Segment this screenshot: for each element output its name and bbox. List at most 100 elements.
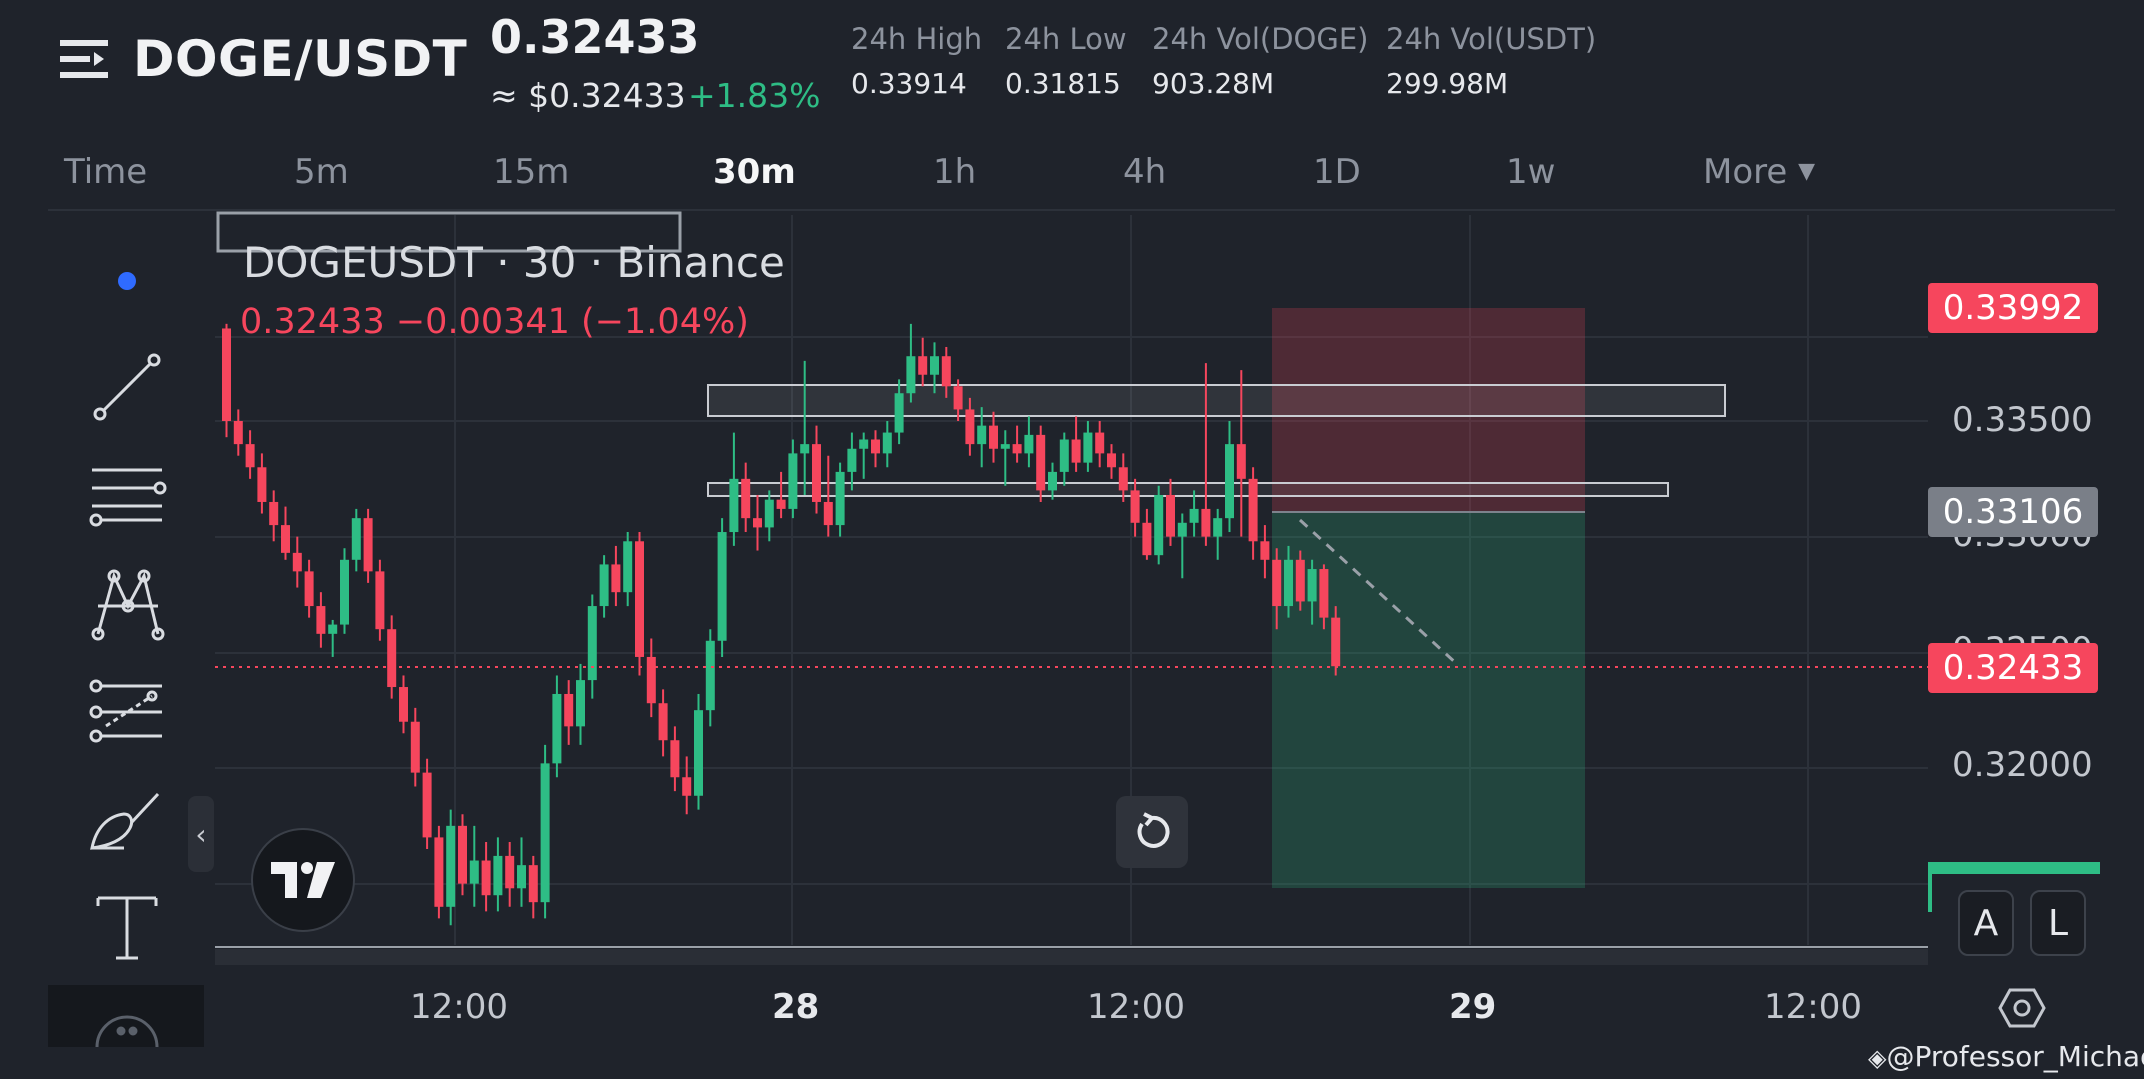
candle-body xyxy=(871,439,880,454)
time-axis-tick: 12:00 xyxy=(410,987,508,1027)
candle-body xyxy=(1189,508,1199,523)
candle-body xyxy=(587,606,597,681)
log-scale-button[interactable]: L xyxy=(2030,890,2086,956)
chevron-left-icon: ‹ xyxy=(195,817,207,851)
candle-body xyxy=(1319,569,1329,618)
candle-body xyxy=(540,763,550,903)
candle-body xyxy=(1048,471,1057,491)
settings-icon[interactable] xyxy=(1998,984,2046,1032)
reset-icon xyxy=(1137,812,1170,848)
candle-body xyxy=(281,525,290,553)
take-profit-zone xyxy=(1272,512,1585,888)
candle-body xyxy=(387,629,397,688)
binance-square-icon: ◈ xyxy=(1868,1044,1887,1072)
stat-label-vol-usdt: 24h Vol(USDT) xyxy=(1386,22,1597,56)
candle-body xyxy=(989,425,998,449)
candle-body xyxy=(835,471,845,526)
candle-body xyxy=(977,425,987,445)
chevron-down-icon: ▼ xyxy=(1798,159,1816,184)
cursor-dot-icon[interactable] xyxy=(86,240,168,322)
candle-body xyxy=(859,439,869,449)
candle-body xyxy=(1201,508,1211,537)
pattern-icon[interactable] xyxy=(86,562,168,644)
tradingview-logo-icon xyxy=(271,862,335,898)
last-price: 0.32433 xyxy=(490,10,700,64)
more-tools-icon[interactable] xyxy=(94,998,160,1047)
candle-body xyxy=(564,693,574,727)
stat-label-low: 24h Low xyxy=(1005,22,1127,56)
candle-body xyxy=(1272,559,1282,607)
interval-time[interactable]: Time xyxy=(64,152,148,192)
stop-price-label: 0.33992 xyxy=(1928,283,2098,333)
candle-body xyxy=(953,386,963,410)
candle-body xyxy=(1295,559,1305,602)
legend-frame xyxy=(216,211,682,253)
interval-4h[interactable]: 4h xyxy=(1123,152,1167,192)
candle-body xyxy=(930,356,939,375)
change-percent: +1.83% xyxy=(688,76,821,115)
price-axis-tick: 0.33500 xyxy=(1952,400,2093,440)
candle-body xyxy=(1083,432,1093,463)
time-scrollbar xyxy=(215,949,1928,965)
interval-more[interactable]: More ▼ xyxy=(1703,152,1815,192)
candle-body xyxy=(528,865,538,903)
candle-body xyxy=(1024,434,1034,454)
trend-line-icon[interactable] xyxy=(86,346,168,428)
stat-value-high: 0.33914 xyxy=(851,67,967,100)
stat-label-vol-doge: 24h Vol(DOGE) xyxy=(1152,22,1369,56)
toolbar-collapse-button[interactable]: ‹ xyxy=(188,796,214,872)
interval-1d[interactable]: 1D xyxy=(1313,152,1361,192)
candle-body xyxy=(1012,444,1022,454)
candle-body xyxy=(599,564,609,607)
time-axis-tick: 12:00 xyxy=(1087,987,1185,1027)
tradingview-logo[interactable] xyxy=(251,828,355,932)
candle-body xyxy=(410,721,420,773)
candle-body xyxy=(1307,569,1317,602)
volume-indicator-edge xyxy=(1928,862,1932,912)
fib-channel-icon[interactable] xyxy=(86,670,168,752)
candle-body xyxy=(434,837,444,907)
candle-body xyxy=(965,409,975,445)
pair-title[interactable]: DOGE/USDT xyxy=(133,30,468,88)
candle-body xyxy=(316,606,326,634)
horizontal-lines-icon[interactable] xyxy=(86,454,168,536)
interval-1w[interactable]: 1w xyxy=(1506,152,1556,192)
candle-body xyxy=(351,518,361,560)
reset-chart-button[interactable] xyxy=(1116,796,1188,868)
candle-body xyxy=(812,444,821,502)
text-tool-icon[interactable] xyxy=(86,886,168,968)
candle-body xyxy=(245,444,255,468)
interval-30m[interactable]: 30m xyxy=(713,152,796,192)
candle-body xyxy=(918,356,928,375)
time-axis-tick: 29 xyxy=(1449,987,1497,1027)
auto-scale-button[interactable]: A xyxy=(1958,890,2014,956)
candle-body xyxy=(1142,522,1152,556)
candle-body xyxy=(646,656,656,704)
candle-body xyxy=(1260,541,1270,560)
candle-body xyxy=(222,328,231,421)
candle-body xyxy=(1213,518,1223,537)
candle-body xyxy=(882,432,892,454)
candle-body xyxy=(552,693,562,764)
stop-loss-zone xyxy=(1272,308,1585,512)
interval-15m[interactable]: 15m xyxy=(493,152,570,192)
candle-body xyxy=(481,860,491,896)
candle-body xyxy=(1130,490,1140,523)
candle-body xyxy=(399,687,408,722)
time-axis-tick: 12:00 xyxy=(1764,987,1862,1027)
candle-body xyxy=(741,478,751,519)
candle-body xyxy=(493,855,503,896)
usd-price: ≈ $0.32433 xyxy=(490,76,686,115)
menu-icon[interactable] xyxy=(60,36,108,84)
interval-1h[interactable]: 1h xyxy=(933,152,977,192)
candle-body xyxy=(304,571,314,607)
candle-body xyxy=(328,624,338,634)
brush-icon[interactable] xyxy=(86,778,168,860)
candle-body xyxy=(1284,559,1293,607)
candle-body xyxy=(469,860,479,884)
candle-body xyxy=(623,541,633,593)
interval-5m[interactable]: 5m xyxy=(294,152,349,192)
entry-price-label: 0.33106 xyxy=(1928,487,2098,537)
candle-body xyxy=(340,559,349,625)
